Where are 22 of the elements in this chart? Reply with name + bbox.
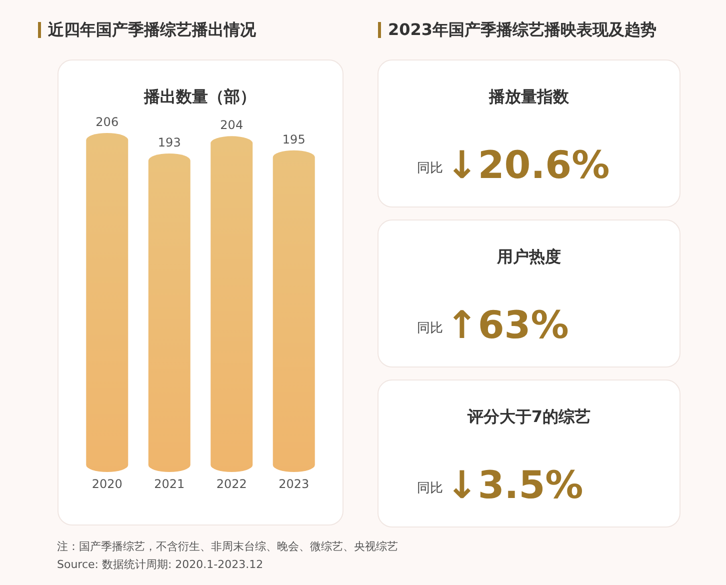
- text: 同比: [417, 161, 443, 176]
- x-tick-label: 2023: [278, 477, 310, 491]
- data-label: 193: [158, 136, 181, 150]
- data-label: 195: [282, 132, 306, 146]
- text: ↑63%: [446, 303, 569, 347]
- text: 同比: [417, 481, 443, 496]
- chart-subtitle: 播出数量（部）: [143, 87, 256, 106]
- text: ↓20.6%: [446, 143, 610, 187]
- text: 同比: [417, 321, 443, 336]
- text: 注：国产季播综艺，不含衍生、非周末台综、晚会、微综艺、央视综艺: [57, 540, 398, 553]
- text: 2023年国产季播综艺播映表现及趋势: [388, 20, 657, 39]
- data-label: 204: [220, 118, 244, 132]
- data-label: 206: [96, 115, 119, 129]
- text: 用户热度: [496, 247, 561, 266]
- chart-title: 近四年国产季播综艺播出情况: [47, 20, 257, 39]
- text: 评分大于7的综艺: [466, 407, 591, 426]
- source-note: Source: 数据统计周期: 2020.1-2023.12: [57, 558, 264, 571]
- x-tick-label: 2021: [154, 477, 185, 491]
- x-tick-label: 2022: [216, 477, 247, 491]
- text: ↓3.5%: [446, 463, 584, 507]
- x-tick-label: 2020: [92, 477, 122, 491]
- text: 播放量指数: [488, 87, 570, 106]
